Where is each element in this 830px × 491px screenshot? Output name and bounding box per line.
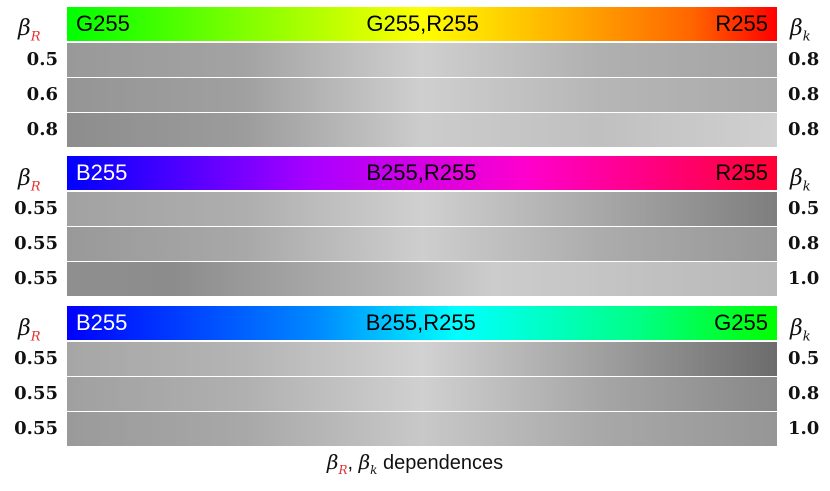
beta-k-header-2: βk (790, 166, 811, 195)
gradient-bar-2: B255 B255,R255 R255 (67, 156, 777, 190)
gray-strip-2-1 (67, 192, 777, 226)
beta-k-header-1: βk (790, 16, 811, 45)
gray-strip-2-3 (67, 262, 777, 296)
bar-3-left-label: B255 (76, 310, 128, 335)
gray-strip-3-2 (67, 377, 777, 411)
gradient-bar-1: G255 G255,R255 R255 (67, 7, 777, 41)
bar-1-left-label: G255 (76, 11, 130, 36)
gradient-bar-3: B255 B255,R255 G255 (67, 306, 777, 340)
beta-k-value: 0.8 (788, 49, 820, 70)
beta-k-value: 0.8 (788, 383, 820, 404)
beta-r-value: 0.8 (26, 119, 58, 140)
beta-k-value: 0.8 (788, 233, 820, 254)
beta-r-header-3: βR (18, 316, 41, 345)
beta-k-value: 1.0 (788, 418, 820, 439)
figure-caption: βR, βk dependences (326, 450, 504, 477)
gray-strip-1-1 (67, 43, 777, 77)
beta-r-value: 0.55 (14, 348, 58, 369)
gray-strip-1-3 (67, 113, 777, 147)
beta-r-header-2: βR (18, 166, 41, 195)
bar-1-right-label: R255 (715, 11, 768, 36)
bar-3-right-label: G255 (714, 310, 768, 335)
beta-k-value: 0.5 (788, 348, 820, 369)
beta-k-value: 0.8 (788, 119, 820, 140)
gray-strip-3-3 (67, 412, 777, 446)
gray-strip-2-2 (67, 227, 777, 261)
beta-r-value: 0.55 (14, 268, 58, 289)
gray-strip-1-2 (67, 78, 777, 112)
bar-2-left-label: B255 (76, 160, 128, 185)
gray-strip-3-1 (67, 342, 777, 376)
beta-r-value: 0.6 (26, 84, 58, 105)
beta-k-value: 1.0 (788, 268, 820, 289)
beta-r-value: 0.55 (14, 198, 58, 219)
bar-1-mid-label: G255,R255 (366, 11, 479, 36)
bar-2-mid-label: B255,R255 (366, 160, 477, 185)
caption-text: dependences (383, 452, 504, 474)
beta-k-value: 0.8 (788, 84, 820, 105)
beta-k-value: 0.5 (788, 198, 820, 219)
beta-r-value: 0.55 (14, 383, 58, 404)
beta-r-header-1: βR (18, 16, 41, 45)
bar-3-mid-label: B255,R255 (365, 310, 476, 335)
beta-r-value: 0.55 (14, 418, 58, 439)
beta-r-value: 0.5 (26, 49, 58, 70)
beta-r-value: 0.55 (14, 233, 58, 254)
beta-k-header-3: βk (790, 316, 811, 345)
bar-2-right-label: R255 (715, 160, 768, 185)
